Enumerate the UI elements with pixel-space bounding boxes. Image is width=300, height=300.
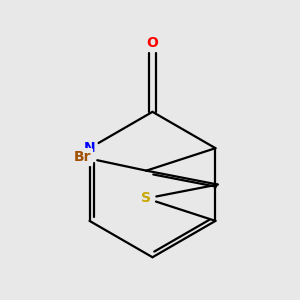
Text: O: O (147, 36, 158, 50)
Text: N: N (84, 141, 95, 155)
Text: Br: Br (74, 150, 91, 164)
Text: S: S (141, 191, 151, 206)
